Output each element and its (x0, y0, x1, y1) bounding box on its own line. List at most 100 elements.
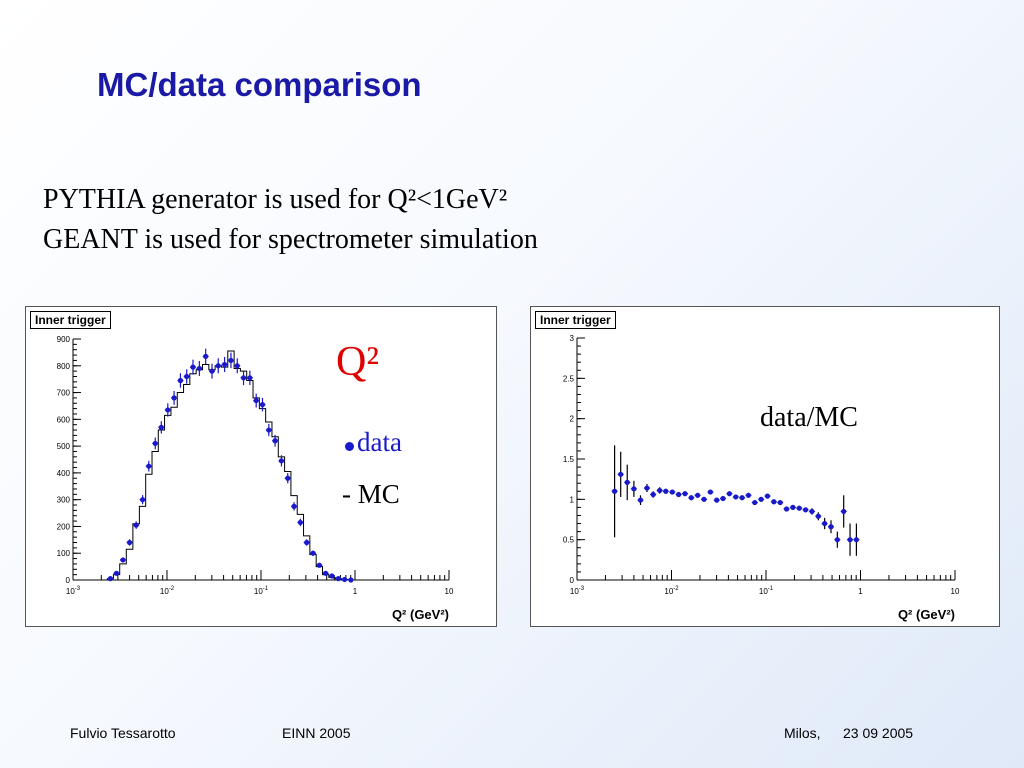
y-tick-label: 300 (57, 496, 71, 505)
y-tick-label: 400 (57, 469, 71, 478)
footer-place: Milos, (784, 725, 821, 741)
footer-author: Fulvio Tessarotto (70, 725, 176, 741)
data-point (726, 491, 733, 497)
data-point (341, 576, 348, 583)
y-tick-label: 1.5 (563, 455, 575, 464)
data-point (285, 475, 291, 481)
data-point (695, 492, 701, 498)
data-point (348, 577, 354, 583)
data-point (618, 471, 624, 477)
ratio-chart: 0 0.5 1 1.5 2 2.5 3 10-3 10-2 10-1 1 10 Q² (GeV²) (563, 334, 960, 622)
data-marker-icon (345, 442, 354, 451)
data-point (228, 357, 234, 364)
footer-date: 23 09 2005 (843, 725, 914, 741)
y-tick-label: 2.5 (563, 374, 575, 383)
x-tick-label: 10-2 (664, 586, 679, 596)
q2-distribution-panel: 0 100 200 300 400 500 600 700 800 900 10-3 10-2 10-1… (25, 306, 497, 627)
data-point (739, 495, 745, 501)
y-tick-label: 600 (57, 415, 71, 424)
data-point (253, 397, 259, 404)
q2-distribution-chart: 0 100 200 300 400 500 600 700 800 900 10-3 10-2 10-1… (57, 335, 454, 622)
data-point (310, 550, 316, 556)
x-tick-label: 1 (353, 587, 358, 596)
data-point (612, 488, 618, 494)
data-point (215, 363, 221, 369)
data-point (688, 495, 694, 501)
data-point (184, 373, 190, 380)
data-point (323, 570, 329, 576)
data-point (139, 497, 146, 503)
data-point (682, 491, 688, 497)
data-point (822, 520, 828, 527)
data-point (113, 570, 120, 576)
y-tick-label: 0.5 (563, 536, 575, 545)
data-point (304, 539, 310, 546)
data-point (631, 486, 637, 492)
data-point (177, 377, 184, 384)
y-tick-label: 3 (570, 334, 575, 343)
data-point (764, 493, 771, 499)
data-point (165, 407, 171, 413)
data-point (107, 576, 114, 582)
data-point (297, 519, 303, 526)
data-point (796, 505, 802, 511)
data-point (828, 524, 834, 530)
ratio-annotation: data/MC (760, 402, 858, 433)
data-point (146, 463, 152, 469)
data-point (745, 492, 752, 498)
data-point (120, 557, 126, 563)
x-axis-title: Q² (GeV²) (392, 607, 449, 622)
bullet-list: PYTHIA generator is used for Q²<1GeV² GE… (43, 180, 538, 260)
data-point (847, 537, 853, 543)
data-point (190, 364, 196, 370)
data-point (669, 489, 675, 495)
x-axis-title: Q² (GeV²) (898, 607, 955, 622)
data-point (733, 494, 739, 500)
x-tick-label: 10-3 (66, 586, 81, 596)
x-tick-label: 10-1 (254, 586, 269, 596)
y-tick-label: 200 (57, 522, 71, 531)
data-point (650, 491, 656, 498)
data-point (158, 424, 164, 430)
data-point (259, 402, 266, 408)
data-point (247, 375, 253, 381)
data-point (240, 375, 247, 381)
data-point (663, 488, 669, 494)
data-point (152, 440, 158, 447)
data-point (771, 499, 777, 505)
data-point (720, 495, 726, 502)
y-tick-label: 500 (57, 442, 71, 451)
data-point (853, 537, 859, 543)
y-tick-label: 100 (57, 549, 71, 558)
mc-legend: - MC (342, 479, 400, 509)
q2-annotation: Q² (336, 339, 379, 385)
data-point (802, 507, 809, 513)
y-tick-label: 700 (57, 389, 71, 398)
data-point (676, 491, 682, 498)
data-point (272, 438, 278, 444)
data-point (278, 458, 285, 464)
x-tick-label: 10 (445, 587, 454, 596)
data-point (291, 503, 297, 509)
footer-conference: EINN 2005 (282, 725, 351, 741)
ratio-panel: 0 0.5 1 1.5 2 2.5 3 10-3 10-2 10-1 1 10 Q² (GeV²) In… (530, 306, 1000, 627)
mc-histogram (106, 350, 355, 581)
data-point (783, 506, 790, 512)
data-point (133, 522, 139, 528)
data-point (196, 365, 202, 372)
x-tick-label: 10 (951, 587, 960, 596)
data-point (758, 496, 764, 502)
data-point (209, 368, 215, 374)
data-legend-label: data (357, 427, 402, 457)
slide-title: MC/data comparison (97, 66, 422, 103)
data-point (335, 576, 341, 582)
bullet-pythia: PYTHIA generator is used for Q²<1GeV² (43, 184, 508, 215)
chart-title-box: Inner trigger (535, 311, 616, 329)
y-tick-label: 800 (57, 362, 71, 371)
bullet-geant: GEANT is used for spectrometer simulatio… (43, 224, 538, 255)
data-point (624, 479, 630, 485)
data-point (637, 497, 644, 503)
y-tick-label: 2 (570, 415, 575, 424)
x-tick-label: 1 (858, 587, 863, 596)
data-point (644, 485, 650, 491)
